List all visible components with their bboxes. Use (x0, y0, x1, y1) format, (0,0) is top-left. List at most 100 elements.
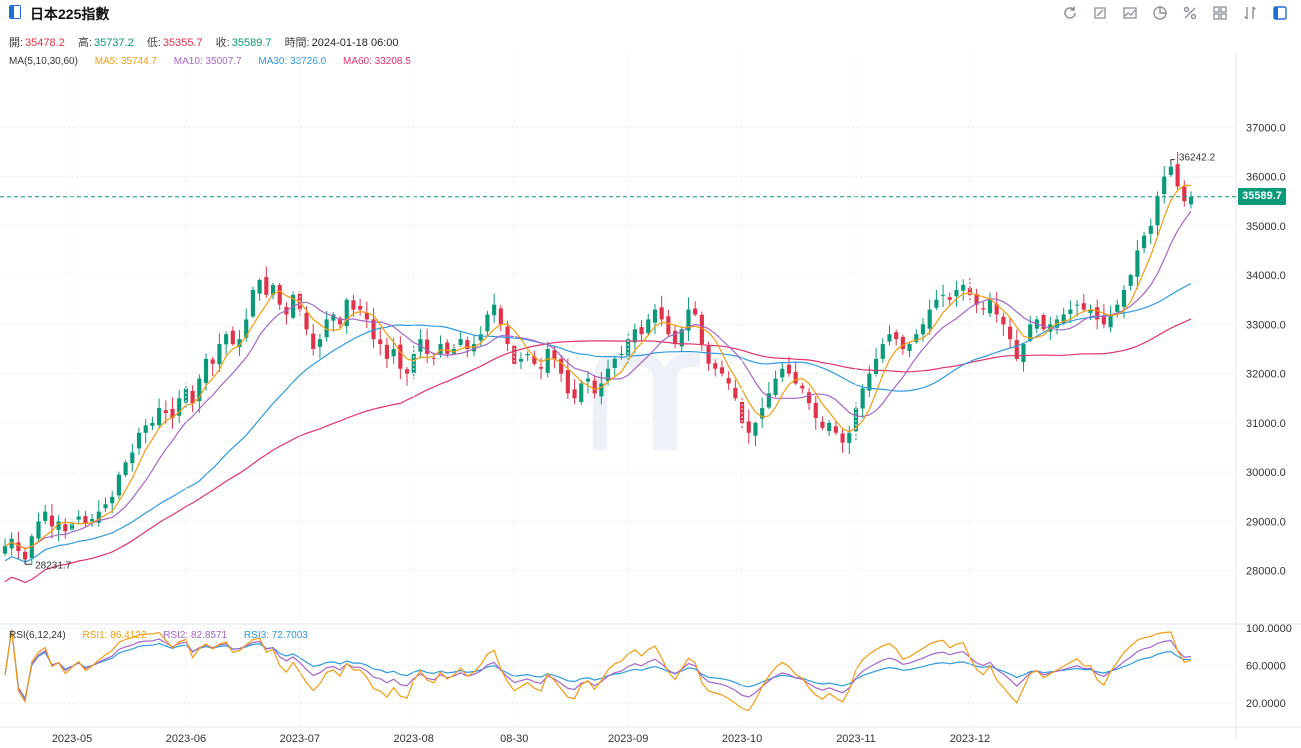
open-label: 開: (9, 37, 24, 49)
candle-up (492, 304, 497, 316)
percent-icon[interactable] (1179, 3, 1201, 23)
candle-up (197, 378, 202, 402)
rsi3-value: RSI3: 72.7003 (243, 630, 308, 641)
candle-down (1014, 340, 1019, 359)
instrument-icon (9, 5, 21, 19)
candle-up (646, 319, 651, 334)
candle-up (344, 299, 349, 327)
layout-icon[interactable] (1269, 3, 1291, 23)
candle-down (706, 345, 711, 364)
candle-up (224, 334, 229, 345)
ma-legend-label: MA(5,10,30,60) (9, 56, 78, 67)
candle-up (545, 349, 550, 373)
candle-up (961, 284, 966, 291)
candle-up (1142, 235, 1147, 249)
ma10-line (4, 210, 1192, 550)
candle-down (398, 344, 403, 369)
candle-up (873, 358, 879, 374)
rsi-tick-label: 20.0000 (1246, 698, 1286, 710)
time-value: 2024-01-18 06:00 (311, 37, 399, 49)
rsi-tick-label: 100.0000 (1246, 623, 1292, 635)
max-marker (1170, 159, 1175, 165)
chart-toolbar (1059, 3, 1291, 23)
candle-up (920, 324, 926, 335)
candle-up (1021, 344, 1026, 363)
watermark-logo (593, 353, 700, 450)
candle-down (538, 367, 544, 369)
candle-up (867, 373, 872, 391)
ma10-value: MA10: 35007.7 (173, 56, 242, 67)
candle-up (217, 344, 222, 365)
x-tick-label: 2023-11 (836, 733, 876, 745)
candle-up (391, 349, 396, 357)
candle-up (177, 398, 182, 416)
candle-up (103, 504, 108, 509)
candle-down (900, 336, 905, 349)
candle-down (23, 551, 28, 560)
refresh-icon[interactable] (1059, 3, 1081, 23)
candle-up (136, 432, 142, 449)
y-tick-label: 28000.0 (1246, 566, 1286, 578)
candle-up (157, 408, 162, 426)
candle-up (485, 314, 490, 332)
candle-down (1095, 307, 1100, 320)
candle-down (786, 364, 792, 374)
candle-down (384, 344, 390, 359)
candle-up (853, 408, 859, 432)
candle-up (110, 496, 115, 504)
candle-up (766, 393, 771, 408)
close-label: 收: (215, 37, 230, 49)
x-tick-label: 2023-10 (722, 733, 762, 745)
candle-down (49, 515, 54, 527)
candle-down (351, 300, 356, 310)
candle-down (813, 402, 818, 418)
indicator-icon[interactable] (1119, 3, 1141, 23)
candle-up (679, 329, 684, 347)
candle-down (559, 358, 564, 374)
candle-up (525, 353, 530, 356)
candle-up (954, 289, 959, 297)
candle-up (411, 353, 416, 374)
candle-down (981, 308, 986, 310)
candle-up (860, 388, 865, 409)
y-tick-label: 33000.0 (1246, 319, 1286, 331)
candle-up (518, 358, 524, 362)
candle-down (304, 313, 309, 330)
grid-icon[interactable] (1209, 3, 1231, 23)
candle-up (237, 339, 242, 348)
candle-down (1081, 303, 1086, 310)
candle-up (29, 536, 34, 558)
x-tick-label: 08-30 (500, 733, 528, 745)
candle-up (130, 452, 135, 464)
candle-up (927, 309, 932, 329)
candle-up (1135, 250, 1140, 277)
x-tick-label: 2023-12 (950, 733, 990, 745)
candle-up (1155, 196, 1160, 226)
ma60-line (4, 318, 1192, 584)
low-value: 35355.7 (162, 37, 203, 49)
candle-up (250, 289, 255, 317)
rsi3-line (4, 629, 1192, 700)
candle-down (840, 433, 845, 443)
close-value: 35589.7 (231, 37, 272, 49)
candle-up (183, 388, 188, 403)
candle-down (16, 542, 21, 552)
candle-up (1162, 176, 1167, 195)
candle-up (907, 344, 912, 351)
candle-down (364, 312, 369, 320)
candle-down (404, 369, 410, 374)
candle-up (96, 511, 101, 523)
candle-down (1101, 315, 1106, 325)
candle-up (123, 462, 128, 476)
candle-down (1008, 326, 1013, 340)
candle-up (652, 309, 658, 323)
candle-up (90, 518, 95, 522)
draw-icon[interactable] (1089, 3, 1111, 23)
rsi-legend: RSI(6,12,24) RSI1: 86.4122 RSI2: 82.8571… (9, 630, 322, 641)
compare-icon[interactable] (1239, 3, 1261, 23)
candle-down (277, 285, 282, 305)
pie-icon[interactable] (1149, 3, 1171, 23)
candle-down (1001, 316, 1006, 325)
min-marker (24, 559, 32, 565)
